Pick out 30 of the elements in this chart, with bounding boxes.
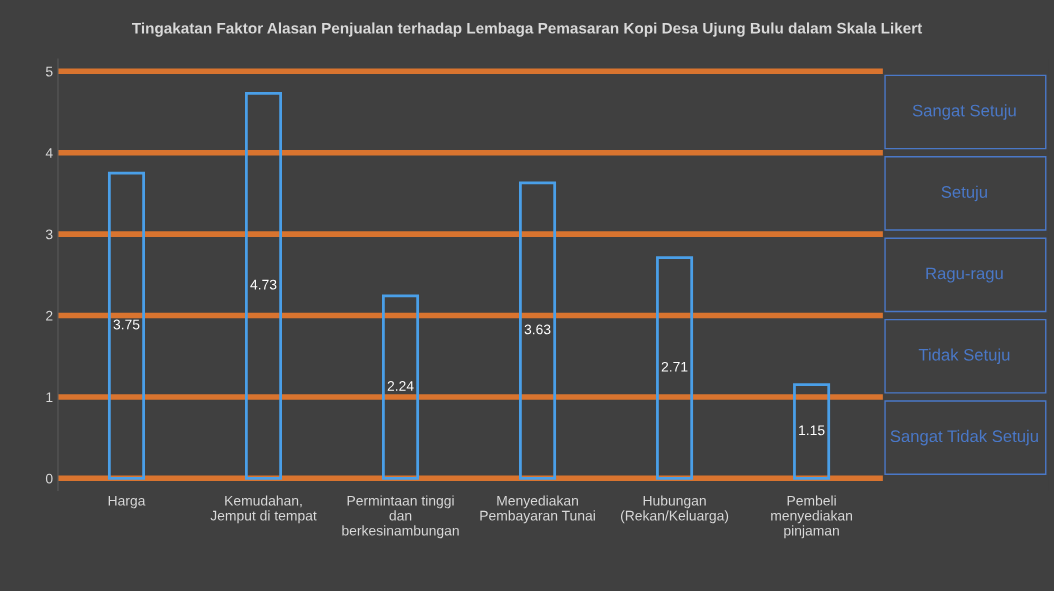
bar	[519, 181, 557, 480]
data-label: 1.15	[799, 425, 825, 436]
text: Setuju	[941, 185, 987, 202]
y-tick-label: 2	[46, 310, 53, 321]
bar	[244, 91, 283, 480]
text: Sangat Tidak Setuju	[890, 429, 1038, 446]
data-label: 3.75	[113, 319, 140, 330]
bar	[793, 383, 831, 480]
data-label: 4.73	[250, 279, 277, 290]
y-tick-label: 1	[46, 392, 53, 402]
bar	[107, 171, 145, 480]
text: Tidak Setuju	[918, 348, 1010, 364]
y-tick-label: 5	[45, 66, 53, 77]
data-label: 2.24	[387, 381, 414, 391]
x-tick-label: Permintaan tinggi dan berkesinambungan	[342, 495, 459, 539]
y-tick-label: 3	[45, 229, 53, 240]
x-tick-label: Menyediakan Pembayaran Tunai	[480, 495, 595, 524]
bar	[656, 256, 694, 480]
text: Ragu-ragu	[926, 267, 1003, 283]
chart-title: Tingakatan Faktor Alasan Penjualan terhadap Lembaga Pemasaran Kopi Desa Ujung Bulu dalam Skala Likert	[131, 22, 923, 37]
data-label: 3.63	[524, 324, 551, 335]
x-tick-label: Harga	[108, 495, 146, 509]
y-tick-label: 4	[45, 148, 53, 158]
y-tick-label: 0	[45, 473, 53, 484]
bar	[382, 294, 420, 480]
text: Sangat Setuju	[912, 104, 1016, 120]
data-label: 2.71	[661, 361, 688, 372]
x-tick-label: Pembeli menyediakan pinjaman	[771, 495, 852, 539]
x-tick-label: Kemudahan, Jemput di tempat	[210, 495, 317, 524]
x-tick-label: Hubungan (Rekan/Keluarga)	[621, 495, 729, 524]
